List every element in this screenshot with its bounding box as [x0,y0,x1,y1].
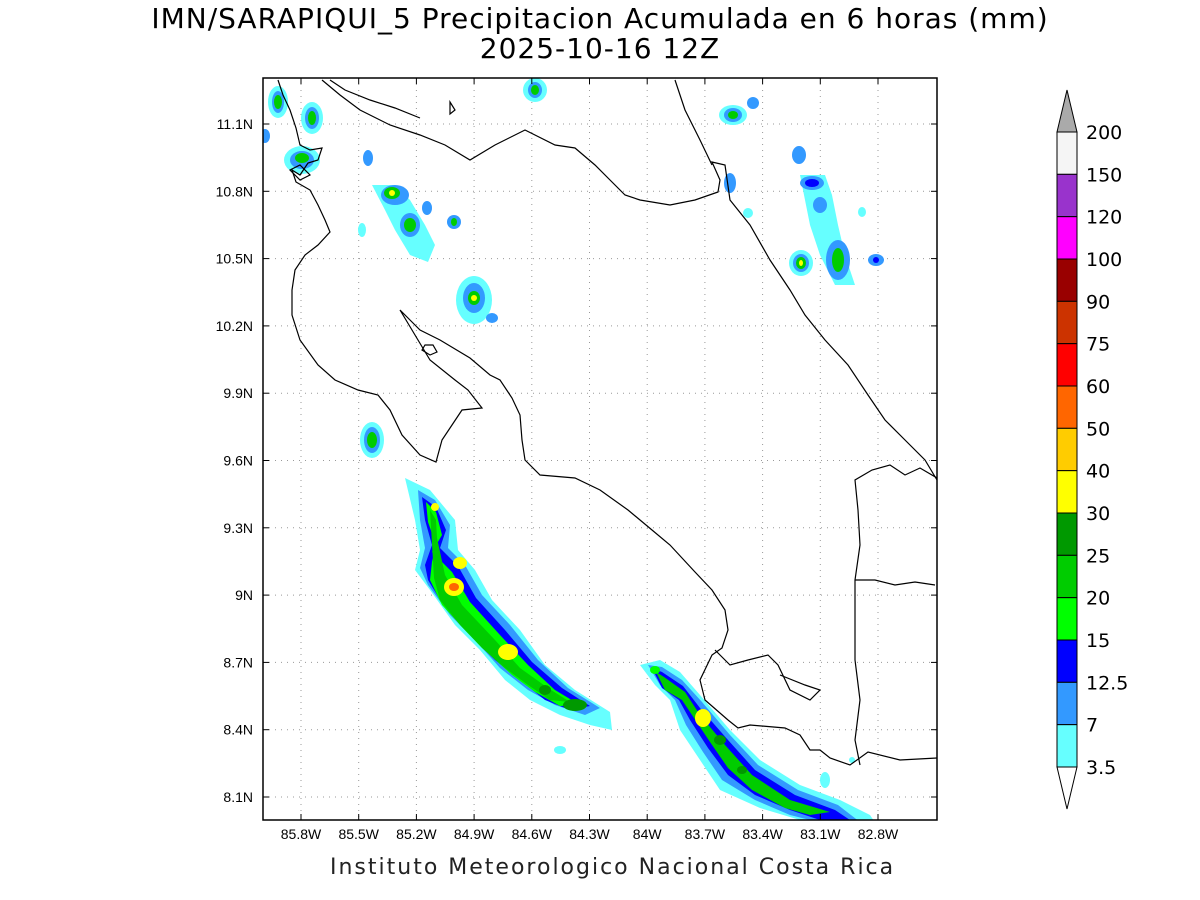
coastline [277,79,937,766]
colorbar-level-label: 60 [1086,376,1110,398]
colorbar-swatch [1056,343,1078,387]
lon-tick-label: 84.3W [569,826,610,842]
map-datetime: 2025-10-16 12Z [479,32,721,65]
colorbar-level-label: 7 [1086,715,1098,737]
lat-tick-label: 8.1N [223,789,253,805]
colorbar-level-label: 50 [1086,418,1110,440]
colorbar-level-label: 150 [1086,164,1122,186]
lon-tick-label: 85.8W [281,826,322,842]
lon-tick-label: 84.6W [512,826,553,842]
lat-tick-label: 8.7N [223,654,253,670]
lat-tick-label: 9.6N [223,453,253,469]
colorbar-top-arrow [1056,89,1078,133]
colorbar-swatch [1056,300,1078,345]
lat-tick-label: 10.2N [216,318,253,334]
lat-tick-label: 10.5N [216,251,253,267]
colorbar-swatch [1056,385,1078,429]
colorbar-swatch [1056,681,1078,726]
colorbar-level-label: 15 [1086,630,1110,652]
lat-tick-label: 8.4N [223,722,253,738]
colorbar-bottom-arrow [1056,766,1078,810]
colorbar-swatch [1056,131,1078,175]
lat-tick-label: 9.3N [223,520,253,536]
lon-tick-label: 83.4W [742,826,783,842]
lon-tick-label: 83.1W [800,826,841,842]
colorbar-level-label: 90 [1086,291,1110,313]
colorbar-swatch [1056,216,1078,260]
map-frame [262,77,938,821]
lon-tick-label: 84W [633,826,663,842]
colorbar-swatch [1056,724,1078,768]
colorbar-level-label: 12.5 [1086,672,1128,694]
rain-band-pacific-south [640,660,874,820]
colorbar-swatch [1056,173,1078,218]
lon-tick-label: 85.5W [338,826,379,842]
colorbar-swatch [1056,597,1078,641]
colorbar-level-label: 3.5 [1086,757,1116,779]
colorbar-level-label: 40 [1086,461,1110,483]
colorbar-swatch [1056,470,1078,514]
rain-cells-north [263,78,884,788]
footer-credit: Instituto Meteorologico Nacional Costa R… [330,855,896,880]
colorbar-swatch [1056,512,1078,556]
lat-tick-label: 9N [235,587,253,603]
rain-band-pacific-central [405,478,612,730]
map-title: IMN/SARAPIQUI_5 Precipitacion Acumulada … [151,2,1049,35]
colorbar-level-label: 120 [1086,207,1122,229]
lat-tick-label: 11.1N [217,116,253,132]
colorbar-level-label: 25 [1086,545,1110,567]
colorbar-level-label: 100 [1086,249,1122,271]
axis-ticks: 85.8W 85.5W 85.2W 84.9W 84.6W 84.3W 84W 83.7W 83… [216,78,937,842]
colorbar-swatch [1056,639,1078,683]
colorbar: 200 150 120 100 90 75 60 50 40 30 25 20 15 12.5 7 3.5 [1056,89,1128,810]
lon-tick-label: 83.7W [685,826,726,842]
lon-tick-label: 85.2W [396,826,437,842]
lon-tick-label: 82.8W [858,826,899,842]
precipitation-field [263,78,884,820]
colorbar-level-label: 75 [1086,334,1110,356]
lat-tick-label: 10.8N [216,183,253,199]
colorbar-level-label: 200 [1086,122,1122,144]
colorbar-swatch [1056,427,1078,472]
colorbar-swatch [1056,258,1078,302]
map-grid [263,78,937,820]
lon-tick-label: 84.9W [454,826,495,842]
colorbar-level-label: 20 [1086,588,1110,610]
colorbar-level-label: 30 [1086,503,1110,525]
lat-tick-label: 9.9N [223,385,253,401]
colorbar-swatch [1056,554,1078,599]
